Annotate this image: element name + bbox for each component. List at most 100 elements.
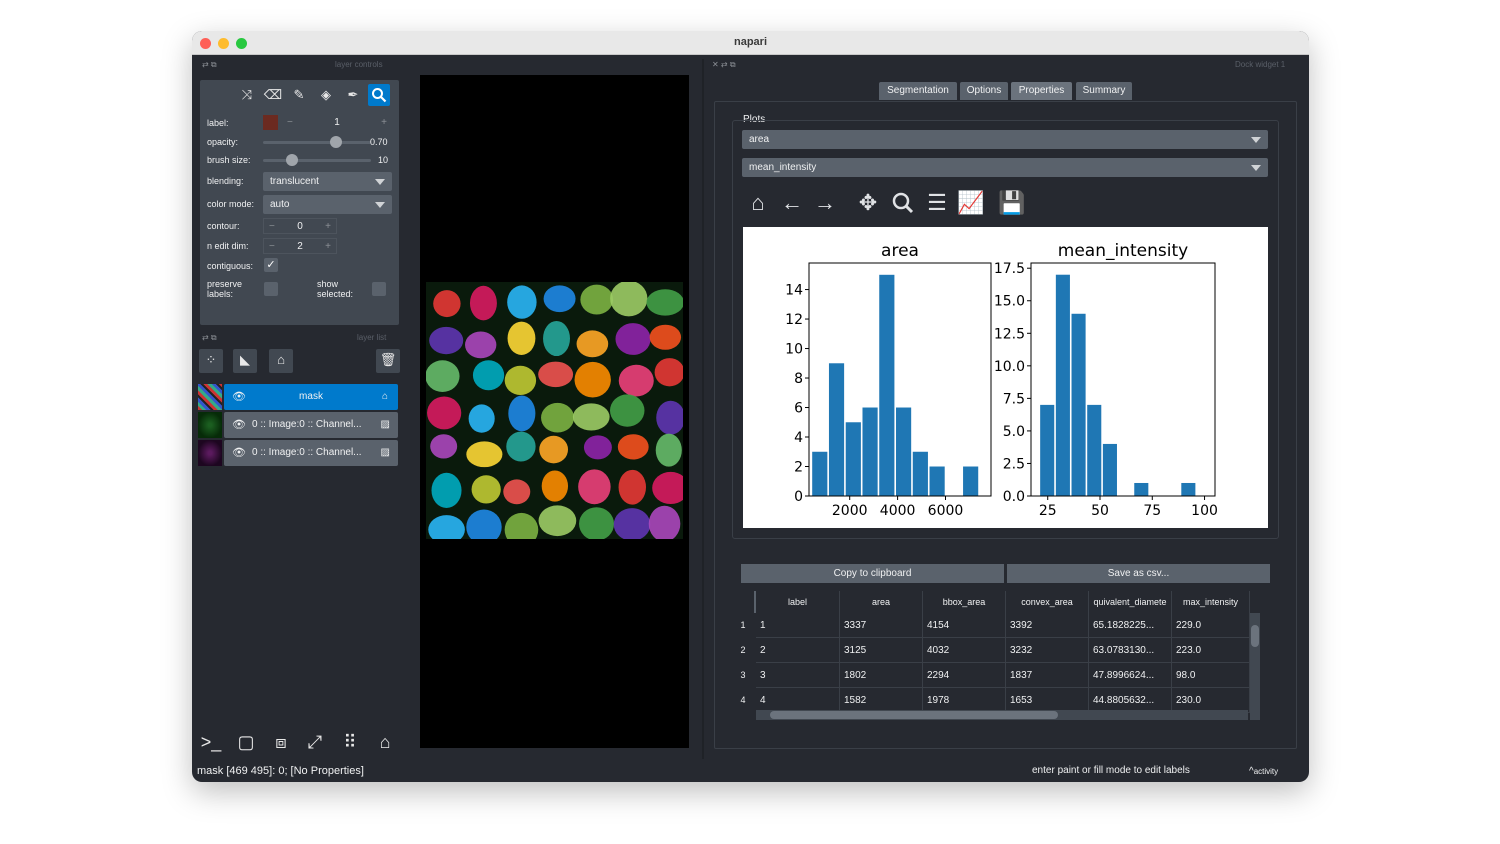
layer-item-channel-1[interactable]: 👁 0 :: Image:0 :: Channel... ▨ [198, 412, 398, 438]
eye-icon[interactable]: 👁 [232, 419, 246, 431]
table-cell[interactable]: 3337 [840, 613, 923, 638]
histogram-bar [1071, 313, 1086, 496]
histogram-figure: area 2000 4000 6000 0 2 4 6 8 10 12 14 mean_intensit… [743, 227, 1268, 528]
new-labels-layer-button[interactable]: ⌂ [269, 349, 293, 373]
dock-widget-controls-icon[interactable]: ✕ ⇄ ⧉ [712, 60, 736, 69]
show-selected-checkbox[interactable] [372, 282, 386, 296]
segmented-cell [508, 395, 536, 432]
table-cell[interactable]: 3125 [840, 638, 923, 663]
tab-segmentation[interactable]: Segmentation [879, 82, 957, 100]
segmented-cell [504, 512, 539, 539]
configure-subplots-icon[interactable]: ☰ [927, 190, 947, 215]
grid-view-icon[interactable]: ⠿ [343, 732, 357, 752]
blending-dropdown[interactable]: translucent [263, 172, 392, 191]
edit-axes-icon[interactable]: 📈 [957, 190, 985, 215]
y-tick-label: 12.5 [994, 326, 1025, 342]
table-cell[interactable]: 65.1828225... [1089, 613, 1172, 638]
table-column-header[interactable]: label [756, 591, 840, 613]
table-cell[interactable]: 1802 [840, 663, 923, 688]
transpose-dims-icon[interactable]: ⤢ [307, 732, 323, 752]
table-cell[interactable]: 3232 [1006, 638, 1089, 663]
console-button[interactable]: >_ [200, 732, 222, 752]
table-column-header[interactable]: bbox_area [923, 591, 1006, 613]
delete-layer-button[interactable]: 🗑 [376, 349, 400, 373]
shuffle-colors-icon[interactable]: ⤨ [241, 87, 253, 102]
brush-size-slider[interactable] [263, 159, 371, 162]
table-cell[interactable]: 229.0 [1172, 613, 1250, 638]
horizontal-scrollbar-handle[interactable] [770, 711, 1058, 719]
fill-bucket-icon[interactable]: ◈ [321, 87, 331, 102]
new-shapes-layer-button[interactable]: ◣ [233, 349, 257, 373]
zoom-window-button[interactable] [236, 38, 247, 49]
eye-icon[interactable]: 👁 [232, 391, 246, 403]
table-column-header[interactable]: area [840, 591, 923, 613]
properties-table[interactable]: label area bbox_area convex_area quivalent_d… [732, 591, 1270, 721]
copy-to-clipboard-button[interactable]: Copy to clipboard [741, 564, 1004, 583]
x-tick-label: 6000 [928, 503, 964, 519]
table-cell[interactable]: 3392 [1006, 613, 1089, 638]
opacity-slider-handle[interactable] [330, 136, 343, 148]
home-icon[interactable]: ⌂ [379, 732, 391, 752]
table-cell[interactable]: 2 [756, 638, 840, 663]
layer-item-channel-2[interactable]: 👁 0 :: Image:0 :: Channel... ▨ [198, 440, 398, 466]
table-cell[interactable]: 3 [756, 663, 840, 688]
brush-size-slider-handle[interactable] [286, 154, 298, 166]
activity-button[interactable]: ^activity [1249, 766, 1278, 777]
viewer-canvas[interactable] [420, 75, 689, 748]
new-points-layer-button[interactable]: ⁘ [199, 349, 223, 373]
table-cell[interactable]: 4154 [923, 613, 1006, 638]
segmented-cell [576, 330, 609, 358]
ndisplay-button[interactable]: ▢ [237, 732, 255, 752]
home-icon[interactable]: ⌂ [751, 190, 765, 215]
back-arrow-icon[interactable]: ← [781, 190, 803, 215]
table-column-header[interactable]: max_intensity [1172, 591, 1250, 613]
n-edit-dim-spinbox[interactable]: − 2 + [263, 238, 337, 254]
table-row-header[interactable]: 3 [740, 670, 746, 680]
contiguous-checkbox[interactable]: ✓ [264, 258, 278, 272]
table-cell[interactable]: 1 [756, 613, 840, 638]
zoom-magnifier-icon[interactable] [889, 189, 917, 217]
table-row-header[interactable]: 4 [740, 695, 746, 705]
save-as-csv-button[interactable]: Save as csv... [1007, 564, 1270, 583]
segmented-cell [471, 475, 501, 504]
table-cell[interactable]: 4032 [923, 638, 1006, 663]
tab-properties[interactable]: Properties [1011, 82, 1072, 100]
minimize-window-button[interactable] [218, 38, 229, 49]
table-cell[interactable]: 223.0 [1172, 638, 1250, 663]
table-cell[interactable]: 63.0783130... [1089, 638, 1172, 663]
eye-icon[interactable]: 👁 [232, 447, 246, 459]
table-cell[interactable]: 1837 [1006, 663, 1089, 688]
contour-spinbox[interactable]: − 0 + [263, 218, 337, 234]
table-column-header[interactable]: convex_area [1006, 591, 1089, 613]
color-picker-icon[interactable]: ✒ [347, 87, 359, 102]
table-row-header[interactable]: 2 [740, 645, 746, 655]
label-spinbox[interactable]: − 1 + [282, 115, 392, 131]
color-mode-dropdown[interactable]: auto [263, 195, 392, 214]
vertical-scrollbar[interactable] [1250, 613, 1260, 720]
opacity-slider[interactable] [263, 141, 371, 144]
dock-splitter[interactable] [702, 59, 704, 759]
table-cell[interactable]: 47.8996624... [1089, 663, 1172, 688]
layer-list-float-icon[interactable]: ⇄ ⧉ [202, 333, 217, 342]
preserve-labels-checkbox[interactable] [264, 282, 278, 296]
dock-float-icon[interactable]: ⇄ ⧉ [202, 60, 217, 69]
pan-move-icon[interactable]: ✥ [858, 190, 878, 215]
paintbrush-icon[interactable]: ✎ [293, 87, 305, 102]
pan-zoom-icon[interactable] [368, 84, 390, 106]
plot-property-select-2[interactable]: mean_intensity [742, 158, 1268, 177]
tab-summary[interactable]: Summary [1076, 82, 1132, 100]
plot-property-select-1[interactable]: area [742, 130, 1268, 149]
table-row-header[interactable]: 1 [740, 620, 746, 630]
vertical-scrollbar-handle[interactable] [1251, 625, 1259, 647]
eraser-icon[interactable]: ⌫ [263, 87, 283, 102]
save-figure-icon[interactable]: 💾 [998, 190, 1026, 215]
forward-arrow-icon[interactable]: → [814, 190, 836, 215]
table-cell[interactable]: 2294 [923, 663, 1006, 688]
layer-item-mask[interactable]: 👁 mask ⌂ [198, 384, 398, 410]
table-column-header[interactable]: quivalent_diamete [1089, 591, 1172, 613]
roll-dims-icon[interactable]: ⧈ [275, 732, 287, 752]
table-cell[interactable]: 98.0 [1172, 663, 1250, 688]
close-window-button[interactable] [200, 38, 211, 49]
tab-options[interactable]: Options [960, 82, 1008, 100]
segmented-cell [507, 321, 536, 355]
